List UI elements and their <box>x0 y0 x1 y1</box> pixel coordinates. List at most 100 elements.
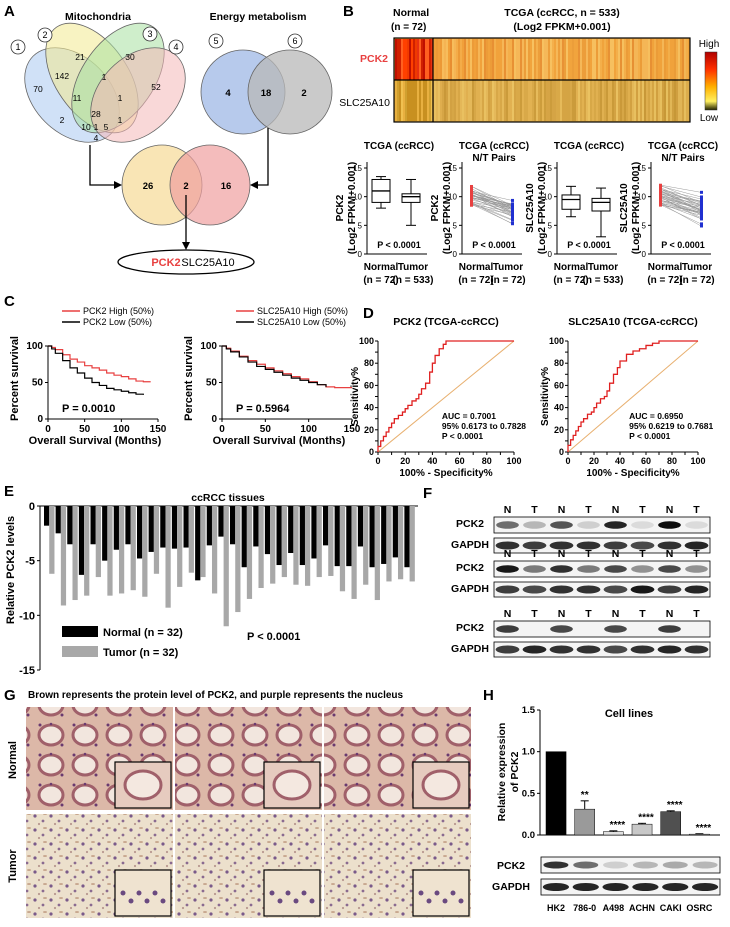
heatmap-cell <box>568 39 570 80</box>
tumor-point <box>700 224 703 228</box>
roc-chart: PCK2 (TCGA-ccRCC) 0 20 40 60 80 100 0 20 40 60 80 10… <box>350 316 526 479</box>
roc-annotation: AUC = 0.7001 <box>442 411 496 421</box>
heatmap-cell <box>608 39 610 80</box>
normal-point <box>470 200 473 204</box>
normal-bar <box>311 506 317 559</box>
venn-count: 10 <box>81 122 91 132</box>
heatmap-cell <box>478 80 480 121</box>
heatmap-cell <box>548 80 550 121</box>
venn-count: 1 <box>118 93 123 103</box>
result-genes-ellipse <box>117 249 255 275</box>
heatmap-cell <box>536 80 538 121</box>
tumor-bar <box>339 506 346 592</box>
pck2-band <box>685 521 708 529</box>
heatmap-cell <box>532 80 534 121</box>
heatmap-cell <box>562 39 564 80</box>
heatmap-cell <box>610 80 612 121</box>
venn-count: 4 <box>94 133 99 143</box>
heatmap-cell <box>538 80 540 121</box>
lane-label: T <box>639 608 646 620</box>
x-axis-label: Overall Survival (Months) <box>213 435 346 447</box>
heatmap-cell <box>632 39 634 80</box>
result-gene-pck2: PCK2 <box>151 257 180 269</box>
heatmap-cell <box>514 39 516 80</box>
gapdh-band <box>632 883 659 891</box>
heatmap-cell <box>504 80 506 121</box>
heatmap-cell <box>405 80 407 121</box>
ihc-caption: Brown represents the protein level of PC… <box>28 690 404 701</box>
ihc-inset-nucleus <box>144 898 150 904</box>
blot-block: N T N T N T N T PCK2 GAPDH <box>451 504 711 554</box>
heatmap-cell <box>436 80 438 121</box>
pck2-band <box>496 625 519 633</box>
y-tick-label: 15 <box>543 164 552 173</box>
normal-bar <box>195 506 201 581</box>
tumor-point <box>700 195 703 199</box>
gapdh-band <box>572 883 599 891</box>
pck2-band <box>603 861 629 869</box>
heatmap-cell <box>397 39 399 80</box>
heatmap-cell <box>524 80 526 121</box>
roc-annotation: P < 0.0001 <box>442 431 483 441</box>
heatmap-cell <box>624 39 626 80</box>
heatmap-cell <box>602 39 604 80</box>
ihc-inset-nucleus <box>277 898 283 904</box>
tumor-bar <box>386 506 392 582</box>
tumor-bar <box>223 506 229 627</box>
heatmap-cell <box>534 80 536 121</box>
heatmap-cell <box>572 39 574 80</box>
heatmap-cell <box>429 39 431 80</box>
box-plot-ylabel: (Log2 FPKM+0.001) <box>347 162 358 255</box>
panel-label-h: H <box>483 687 494 704</box>
significance-mark: ** <box>581 790 589 801</box>
heatmap-cell <box>431 80 433 121</box>
heatmap-cell <box>468 80 470 121</box>
heatmap-cell <box>558 80 560 121</box>
heatmap-cell <box>520 39 522 80</box>
y-tick-label: 40 <box>364 403 374 413</box>
heatmap-cell <box>401 39 403 80</box>
gapdh-band <box>549 541 574 550</box>
venn-count: 21 <box>75 52 85 62</box>
y-tick-label: 0 <box>369 447 374 457</box>
normal-bar <box>125 506 131 545</box>
pck2-band <box>550 521 573 529</box>
box-plot: TCGA (ccRCC)N/T Pairs PCK2 (Log2 FPKM+0.00… <box>430 141 529 286</box>
heatmap-cell <box>656 80 658 121</box>
heatmap-cell <box>494 80 496 121</box>
y-tick-label: 0 <box>211 414 217 425</box>
heatmap-cell <box>660 39 662 80</box>
heatmap-cell <box>440 39 442 80</box>
y-tick-label: 5 <box>453 221 458 230</box>
heatmap-cell <box>478 39 480 80</box>
heatmap-cell <box>636 80 638 121</box>
tumor-point <box>700 190 703 194</box>
venn-count: 11 <box>73 93 82 103</box>
normal-bar <box>323 506 329 546</box>
tumor-bar <box>246 506 253 599</box>
normal-point <box>470 185 473 189</box>
tumor-bar <box>142 506 148 597</box>
heatmap-cell <box>600 39 602 80</box>
gapdh-band <box>630 645 655 654</box>
heatmap-cell <box>634 39 636 80</box>
pair-line <box>660 200 702 213</box>
heatmap-cell <box>646 80 648 121</box>
normal-bar <box>171 506 178 549</box>
normal-bar <box>264 506 271 555</box>
heatmap-cell <box>642 80 644 121</box>
heatmap-cell <box>440 80 442 121</box>
heatmap-cell <box>516 39 518 80</box>
gapdh-band <box>495 541 520 550</box>
tumor-bar <box>316 506 322 578</box>
heatmap-cell <box>506 39 508 80</box>
pck2-band <box>523 521 546 529</box>
legend-label: PCK2 High (50%) <box>83 306 154 316</box>
box-plot-xcat: Normal <box>459 262 494 273</box>
heatmap-cell <box>411 80 413 121</box>
heatmap-cell <box>682 80 684 121</box>
heatmap-row-pck2: PCK2 <box>360 53 388 65</box>
tumor-point <box>511 209 514 213</box>
heatmap-cell <box>486 39 488 80</box>
